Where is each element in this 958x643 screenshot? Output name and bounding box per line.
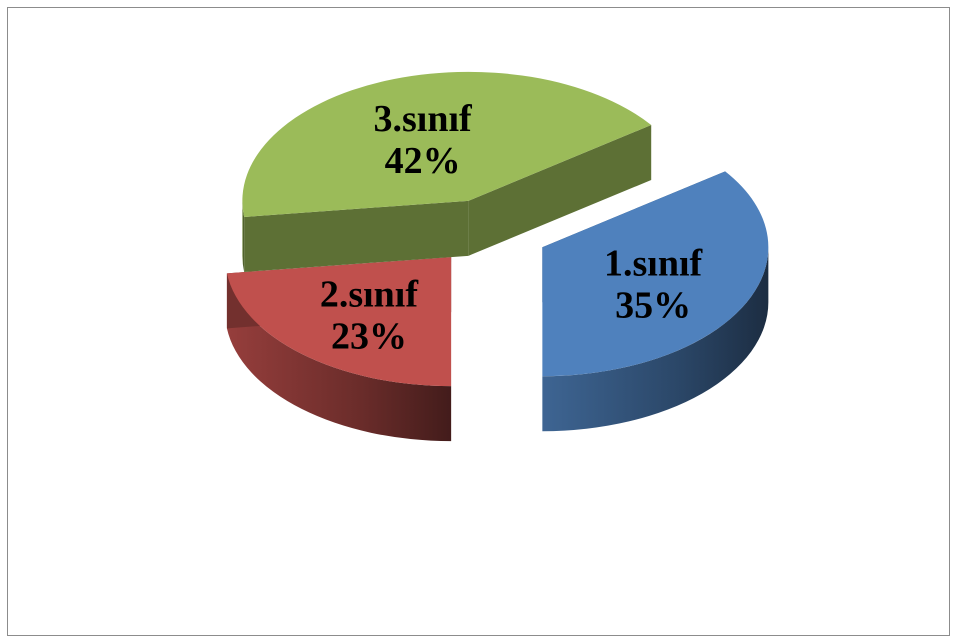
pie-slice-side	[468, 124, 652, 256]
pie-slice-top	[226, 257, 452, 387]
slice-label: 1.sınıf	[604, 242, 704, 284]
pie-slice-top	[242, 71, 652, 217]
pie-slice	[242, 71, 652, 272]
slice-value-label: 23%	[331, 315, 407, 357]
pie-slice-side	[244, 200, 469, 272]
slice-label: 3.sınıf	[374, 98, 474, 140]
slice-value-label: 35%	[615, 284, 691, 326]
pie-slice-top	[542, 171, 769, 377]
pie-slice-wall	[242, 200, 245, 272]
slice-value-label: 42%	[385, 140, 461, 182]
slices-layer	[226, 71, 769, 442]
pie-slice-wall	[226, 273, 452, 442]
pie-slice-wall	[542, 247, 769, 432]
pie-slice	[226, 257, 452, 442]
slice-label: 2.sınıf	[320, 273, 420, 315]
pie-slice	[542, 171, 769, 432]
